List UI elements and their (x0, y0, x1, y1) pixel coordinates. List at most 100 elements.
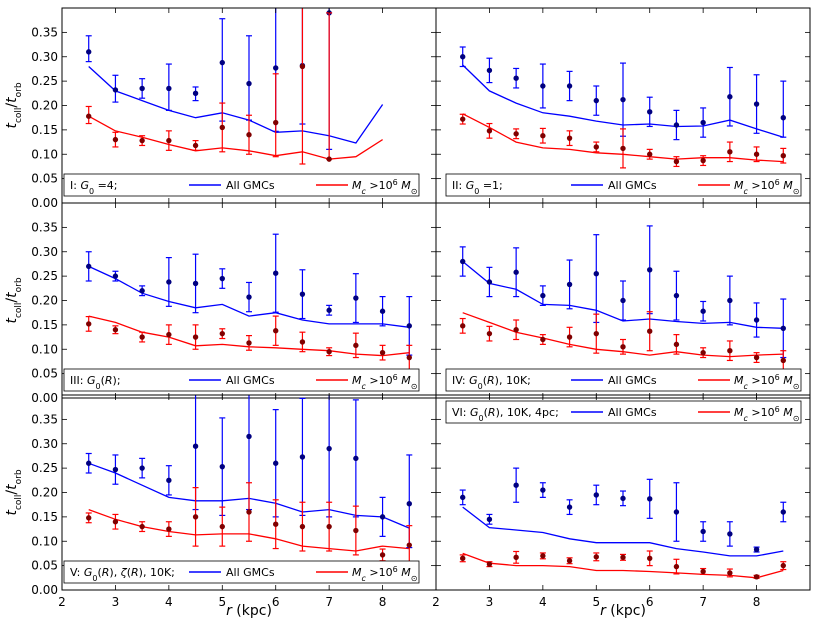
all-gmcs-point (246, 281, 252, 313)
massive-gmcs-point (139, 521, 146, 533)
all-gmcs-point (459, 46, 466, 68)
massive-gmcs-marker (139, 523, 145, 530)
all-gmcs-point (700, 107, 707, 138)
massive-gmcs-point (566, 326, 573, 348)
all-gmcs-marker (486, 279, 493, 285)
all-gmcs-point (753, 546, 760, 553)
massive-gmcs-marker (166, 137, 172, 144)
x-tick-label: 6 (646, 595, 654, 609)
massive-gmcs-point (620, 128, 626, 169)
legend-massive-label: Mc >106 M⊙ (734, 405, 799, 423)
x-axis-title: r (kpc) (226, 603, 272, 619)
massive-gmcs-marker (192, 142, 199, 149)
massive-gmcs-marker (540, 336, 546, 343)
legend-box (445, 368, 802, 392)
all-gmcs-point (513, 247, 520, 298)
x-tick-label: 6 (272, 595, 280, 609)
massive-gmcs-marker (299, 523, 306, 530)
x-tick-label: 2 (432, 595, 440, 609)
all-gmcs-point (192, 253, 199, 314)
all-gmcs-point (566, 499, 573, 516)
all-gmcs-point (139, 285, 146, 297)
x-tick-label: 5 (592, 595, 600, 609)
y-tick-label: 0.20 (31, 294, 58, 308)
all-gmcs-point (566, 70, 573, 102)
plot-area (459, 467, 787, 580)
y-tick-label: 0.00 (31, 196, 58, 210)
all-gmcs-marker (620, 297, 626, 304)
plot-area (85, 233, 413, 371)
massive-gmcs-point (726, 141, 733, 163)
legend-massive-label: Mc >106 M⊙ (352, 178, 417, 196)
all-gmcs-marker (780, 509, 786, 515)
massive-gmcs-marker (192, 514, 199, 520)
all-gmcs-marker (566, 83, 573, 89)
massive-gmcs-marker (299, 63, 306, 70)
massive-gmcs-point (85, 105, 92, 125)
all-gmcs-point (352, 273, 359, 324)
panel-4: IV: G0(R), 10K; All GMCs Mc >106 M⊙ (435, 202, 811, 399)
y-tick-label: 0.15 (31, 123, 58, 137)
massive-gmcs-point (486, 561, 493, 568)
massive-gmcs-marker (620, 554, 626, 561)
all-gmcs-marker (727, 531, 733, 537)
all-gmcs-point (272, 409, 279, 518)
massive-gmcs-marker (700, 349, 706, 356)
all-gmcs-point (112, 74, 119, 103)
massive-gmcs-marker (219, 523, 225, 530)
massive-gmcs-point (673, 558, 680, 575)
y-tick-label: 0.30 (31, 437, 58, 451)
y-tick-label: 0.25 (31, 461, 58, 475)
legend-all-gmcs-label: All GMCs (226, 374, 275, 387)
all-gmcs-point (379, 496, 386, 537)
massive-gmcs-marker (460, 116, 466, 122)
panel-1: 0.00 0.05 0.10 0.15 0.20 0.25 0.30 0.35 tcoll/to… (4, 7, 437, 210)
legend-all-gmcs-label: All GMCs (226, 179, 275, 192)
all-gmcs-marker (540, 83, 546, 89)
all-gmcs-marker (166, 279, 172, 285)
all-gmcs-marker (513, 75, 519, 81)
all-gmcs-marker (753, 101, 760, 107)
all-gmcs-point (513, 467, 520, 503)
massive-gmcs-point (593, 141, 600, 153)
massive-gmcs-marker (673, 563, 680, 570)
panel-6: 2 3 4 5 6 7 8 r (kpc) VI: G0(R), 10K, 4pc; All GM… (432, 394, 811, 619)
all-gmcs-point (646, 478, 653, 519)
panel-5: 0.00 0.05 0.10 0.15 0.20 0.25 0.30 0.35 2 3 4 5 6 7 8 r… (4, 394, 437, 619)
legend-massive-label: Mc >106 M⊙ (352, 373, 417, 391)
massive-gmcs-marker (647, 328, 653, 334)
massive-gmcs-point (272, 73, 279, 158)
legend-panel-label: VI: G0(R), 10K, 4pc; (452, 406, 559, 423)
massive-gmcs-point (246, 482, 252, 542)
y-tick-label: 0.05 (31, 559, 58, 573)
all-gmcs-point (539, 285, 546, 306)
massive-gmcs-marker (326, 523, 332, 530)
massive-gmcs-marker (727, 570, 733, 576)
massive-gmcs-point (299, 501, 306, 552)
massive-gmcs-point (406, 525, 413, 566)
legend-massive-label: Mc >106 M⊙ (352, 565, 417, 583)
massive-gmcs-marker (139, 334, 145, 340)
all-gmcs-point (85, 35, 92, 63)
massive-gmcs-point (192, 324, 199, 350)
all-gmcs-marker (166, 85, 172, 92)
all-gmcs-marker (112, 87, 119, 93)
y-axis-title: tcoll/torb (4, 82, 24, 128)
massive-gmcs-point (593, 552, 600, 562)
x-tick-label: 5 (218, 595, 226, 609)
all-gmcs-marker (753, 317, 760, 323)
massive-gmcs-point (753, 352, 760, 364)
massive-gmcs-marker (513, 554, 519, 561)
massive-gmcs-point (620, 553, 626, 561)
massive-gmcs-marker (406, 542, 412, 548)
massive-gmcs-marker (406, 354, 412, 361)
massive-gmcs-marker (299, 339, 306, 345)
all-gmcs-point (139, 78, 146, 99)
all-gmcs-line (88, 66, 384, 144)
all-gmcs-marker (593, 270, 599, 277)
massive-gmcs-point (459, 317, 466, 334)
legend-all-gmcs-label: All GMCs (608, 374, 657, 387)
massive-gmcs-point (326, 12, 333, 162)
legend-box (63, 560, 420, 584)
massive-gmcs-point (726, 568, 733, 578)
